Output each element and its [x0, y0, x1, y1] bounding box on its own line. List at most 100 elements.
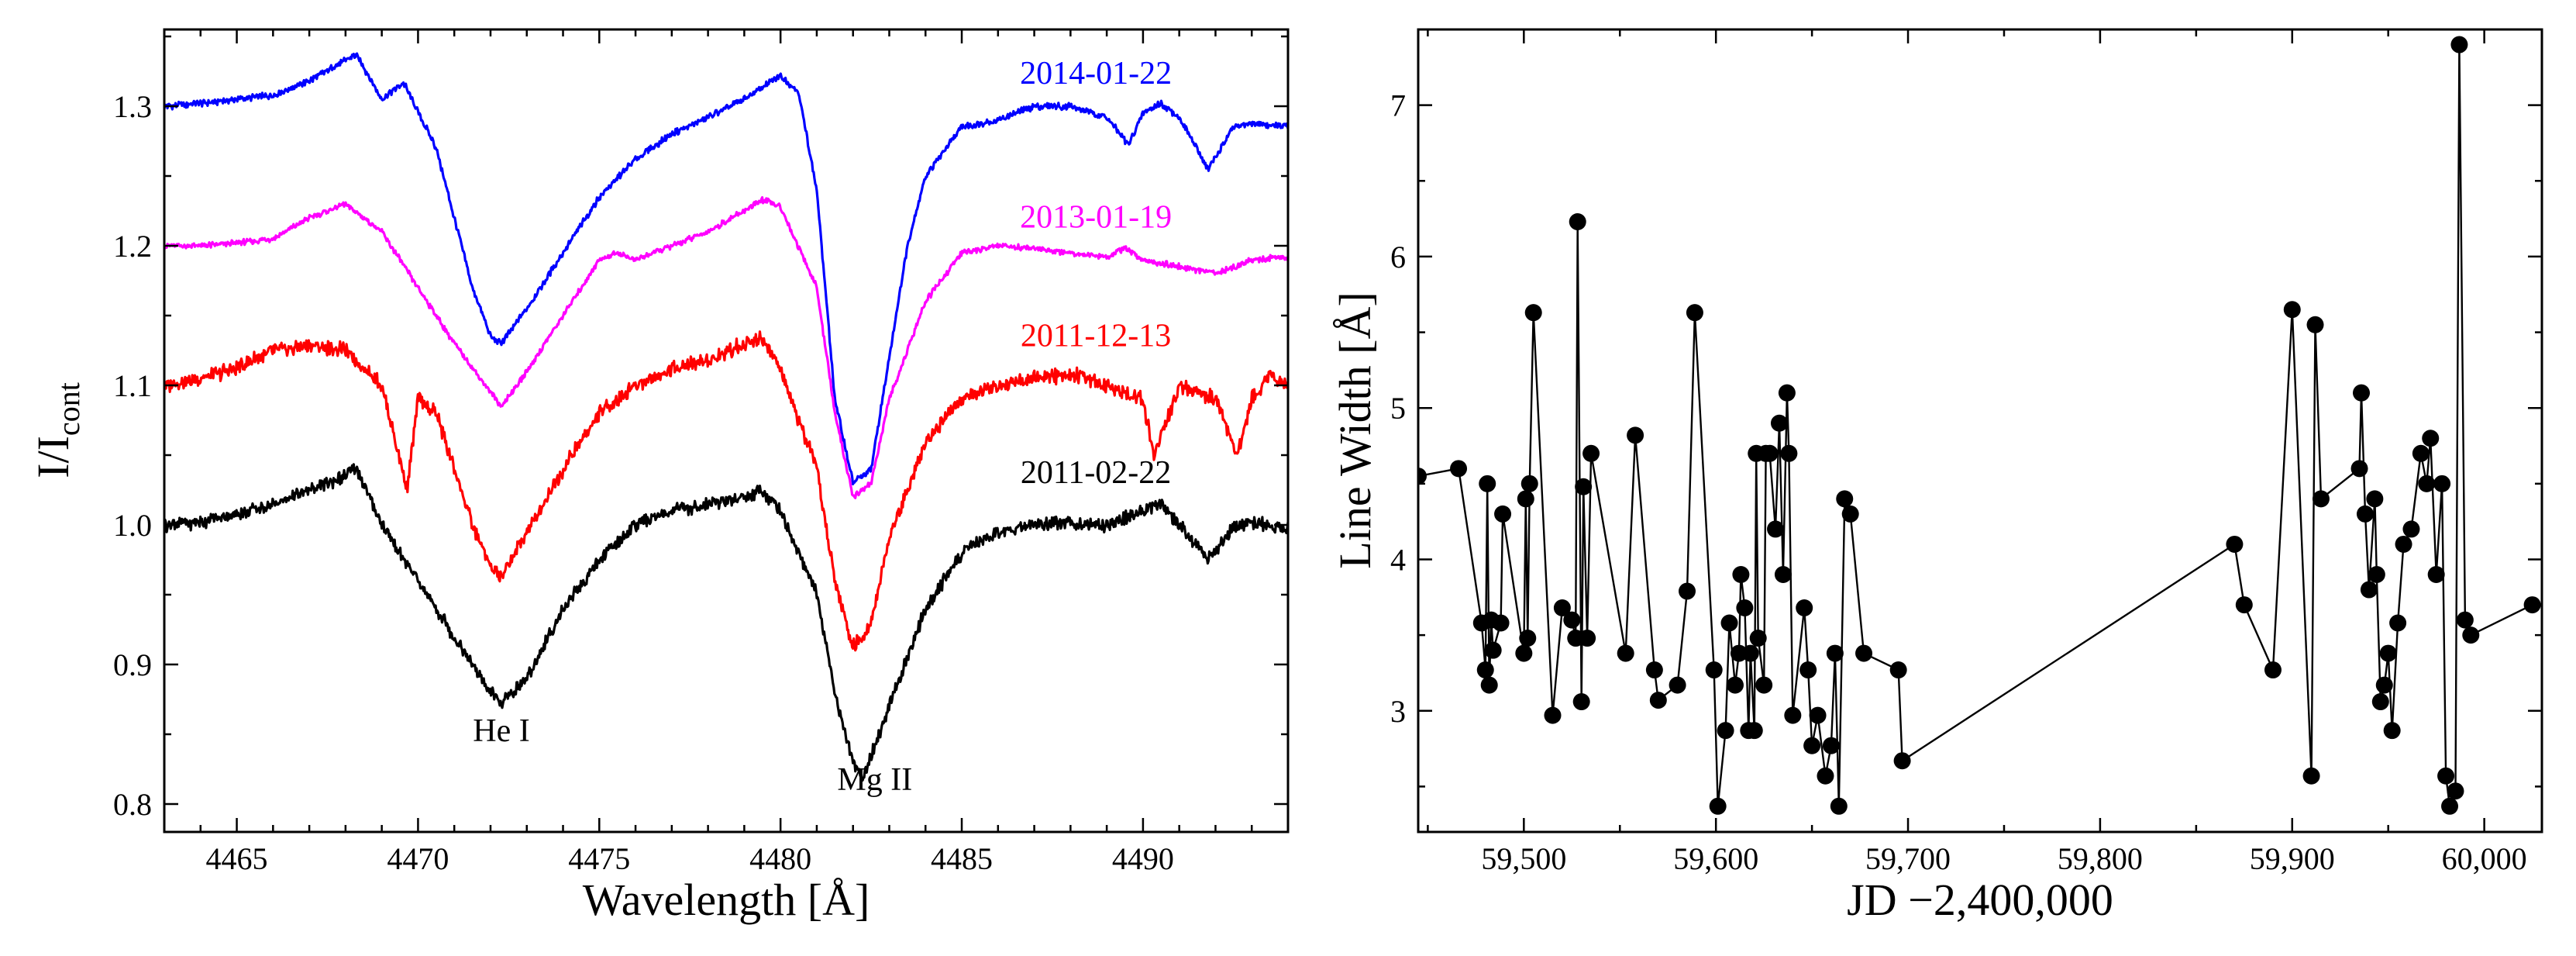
y-tick-label: 7: [1390, 88, 1406, 123]
line-width-data-point: [1645, 661, 1663, 679]
line-width-data-point: [1822, 737, 1840, 754]
line-width-data-point: [2368, 566, 2385, 584]
line-width-x-axis-title: JD −2,400,000: [1847, 875, 2113, 925]
x-tick-label: 4470: [387, 841, 449, 876]
line-width-data-point: [1799, 661, 1817, 679]
x-tick-label: 59,800: [2058, 841, 2143, 876]
line-width-data-point: [1686, 304, 1703, 322]
annotation-he-i: He I: [473, 713, 529, 749]
line-width-data-point: [2523, 596, 2541, 614]
y-tick-label: 0.8: [113, 787, 152, 822]
line-width-data-point: [1784, 706, 1802, 724]
line-width-data-point: [2450, 36, 2468, 53]
spectra-x-ticks: 4465 4470 4475 4480 4485 4490: [163, 29, 1290, 876]
line-width-data-point: [1826, 644, 1844, 662]
spectra-plot-frame: [163, 28, 1290, 833]
line-width-data-point: [1544, 706, 1562, 724]
line-width-series-group: [1418, 36, 2541, 815]
x-tick-label: 4485: [931, 841, 993, 876]
line-width-data-point: [1553, 599, 1571, 616]
line-width-data-point: [2447, 782, 2464, 800]
x-tick-label: 59,700: [1865, 841, 1951, 876]
line-width-data-point: [1774, 566, 1792, 584]
line-width-data-point: [1519, 630, 1537, 647]
line-width-data-point: [1582, 444, 1600, 462]
spectrum-line-2013-01-19: [164, 196, 1288, 499]
line-width-data-point: [1579, 630, 1596, 647]
line-width-data-point: [2427, 566, 2445, 584]
spectra-series-group: [164, 52, 1288, 782]
line-width-data-point: [1484, 641, 1502, 659]
line-width-data-point: [1796, 599, 1813, 616]
line-width-data-point: [1736, 599, 1754, 616]
line-width-data-point: [2306, 316, 2324, 333]
line-width-data-point: [2350, 460, 2368, 478]
line-width-data-point: [1830, 797, 1848, 815]
line-width-data-point: [1520, 475, 1538, 492]
line-width-data-point: [2462, 626, 2480, 644]
line-width-data-point: [2422, 430, 2440, 447]
x-tick-label: 4465: [206, 841, 268, 876]
line-width-data-point: [2375, 676, 2393, 694]
line-width-data-point: [1836, 490, 1854, 508]
line-width-data-point: [1479, 475, 1496, 492]
line-width-data-point: [1726, 676, 1744, 694]
line-width-data-point: [1418, 468, 1427, 485]
line-width-series-line: [1418, 43, 2533, 807]
line-width-data-point: [1732, 566, 1750, 584]
x-tick-label: 59,500: [1481, 841, 1566, 876]
line-width-data-point: [2302, 767, 2320, 785]
line-width-data-point: [1741, 644, 1759, 662]
x-tick-label: 4490: [1112, 841, 1174, 876]
line-width-data-point: [1617, 644, 1634, 662]
spectrum-line-2011-02-22: [164, 463, 1288, 782]
line-width-data-point: [1893, 752, 1911, 770]
line-width-data-point: [2395, 535, 2412, 553]
series-label-2011-02-22: 2011-02-22: [1021, 455, 1171, 491]
line-width-data-point: [1705, 661, 1723, 679]
spectra-y-axis-title-main: I/I: [28, 436, 78, 478]
line-width-data-point: [1761, 444, 1779, 462]
x-tick-label: 60,000: [2442, 841, 2527, 876]
line-width-data-point: [1817, 767, 1834, 785]
annotation-mg-ii: Mg II: [837, 762, 912, 798]
x-tick-label: 59,600: [1673, 841, 1758, 876]
line-width-data-point: [2418, 475, 2436, 492]
line-width-panel: 59,500 59,600 59,700 59,800 59,900 60,000 345…: [1330, 28, 2543, 925]
y-tick-label: 1.2: [113, 229, 152, 264]
line-width-data-point: [1572, 693, 1590, 711]
line-width-data-point: [2412, 444, 2430, 462]
line-width-data-point: [2379, 644, 2397, 662]
y-tick-label: 1.1: [113, 368, 152, 403]
line-width-data-point: [1480, 676, 1498, 694]
line-width-data-point: [2235, 596, 2253, 614]
spectrum-line-2011-12-13: [164, 330, 1288, 652]
y-tick-label: 0.9: [113, 647, 152, 682]
line-width-data-point: [1563, 611, 1581, 629]
line-width-data-point: [2226, 535, 2244, 553]
line-width-data-point: [1780, 444, 1798, 462]
line-width-data-point: [2360, 581, 2378, 599]
line-width-data-point: [1745, 722, 1763, 740]
line-width-data-point: [2264, 661, 2282, 679]
line-width-data-point: [2353, 384, 2371, 402]
series-label-2011-12-13: 2011-12-13: [1021, 319, 1171, 354]
line-width-data-point: [1770, 414, 1788, 432]
line-width-data-point: [1720, 614, 1738, 632]
y-tick-label: 1.0: [113, 508, 152, 543]
spectrum-line-2014-01-22: [164, 52, 1288, 485]
line-width-data-point: [1569, 213, 1586, 231]
line-width-data-point: [2389, 614, 2407, 632]
line-width-data-point: [1669, 676, 1686, 694]
line-width-data-point: [2402, 520, 2420, 538]
line-width-data-point: [1889, 661, 1907, 679]
spectra-y-ticks: 0.8 0.9 1.0 1.1 1.2 1.3: [113, 35, 1288, 822]
line-width-data-point: [2433, 475, 2451, 492]
line-width-data-point: [1809, 706, 1827, 724]
spectra-series-labels: 2014-01-22 2013-01-19 2011-12-13 2011-02-22: [1020, 56, 1172, 491]
line-width-data-point: [2356, 505, 2374, 523]
line-width-data-point: [2371, 693, 2389, 711]
spectra-panel: 4465 4470 4475 4480 4485 4490 0.8 0.9 1.0 1.1 1.2…: [28, 28, 1290, 925]
line-width-data-point: [2366, 490, 2384, 508]
